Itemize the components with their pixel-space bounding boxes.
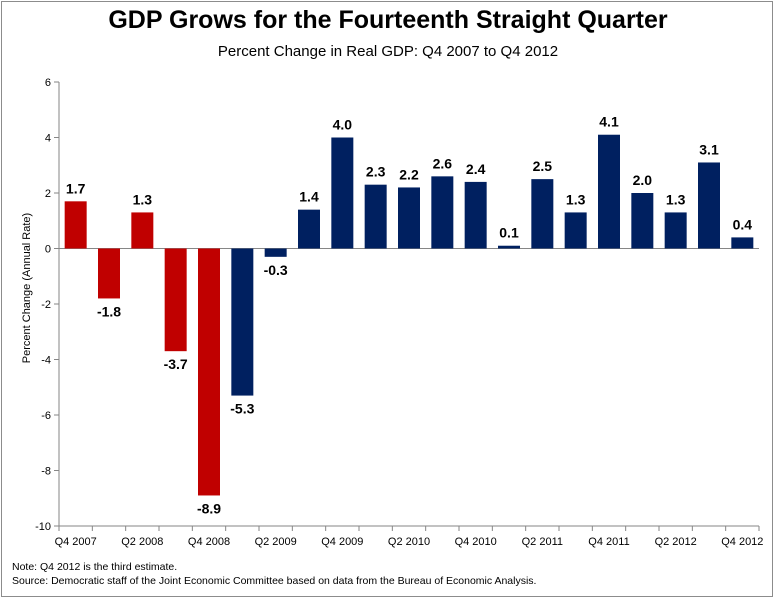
x-ticks: Q4 2007 Q2 2008 Q4 2008 Q2 2009 Q4 2009 Q2 20… bbox=[55, 526, 763, 548]
value-label: 2.0 bbox=[633, 172, 653, 188]
y-tick-label: -8 bbox=[41, 466, 51, 478]
x-tick-label: Q2 2008 bbox=[121, 536, 163, 548]
value-label: 4.1 bbox=[599, 114, 619, 130]
chart-title: GDP Grows for the Fourteenth Straight Qu… bbox=[108, 6, 668, 34]
bar-q4-2012 bbox=[731, 237, 754, 249]
bar-q2-2012 bbox=[664, 212, 687, 249]
value-label: 3.1 bbox=[699, 141, 719, 157]
bar-q1-2010 bbox=[364, 184, 387, 249]
x-tick-label: Q4 2008 bbox=[188, 536, 230, 548]
bar-q1-2009 bbox=[231, 248, 254, 396]
y-ticks: -10 -8 -6 -4 -2 0 2 4 6 bbox=[35, 77, 59, 533]
value-label: 4.0 bbox=[333, 117, 353, 133]
y-tick-label: -2 bbox=[41, 299, 51, 311]
value-labels: 1.7 -1.8 1.3 -3.7 -8.9 -5.3 -0.3 1.4 4.0 2.3 2.2 2.… bbox=[66, 114, 752, 517]
value-label: 2.5 bbox=[533, 158, 553, 174]
value-label: 1.3 bbox=[566, 191, 586, 207]
x-tick-label: Q4 2007 bbox=[55, 536, 97, 548]
value-label: 1.3 bbox=[666, 191, 686, 207]
value-label: 2.6 bbox=[433, 155, 453, 171]
axes bbox=[58, 82, 759, 527]
value-label: -3.7 bbox=[164, 356, 188, 372]
bar-q4-2009 bbox=[331, 137, 354, 249]
y-tick-label: -4 bbox=[41, 355, 51, 367]
bar-q2-2011 bbox=[531, 179, 554, 249]
value-label: 0.1 bbox=[499, 225, 519, 241]
bar-q3-2010 bbox=[431, 176, 454, 249]
bar-q1-2011 bbox=[498, 245, 520, 249]
bar-q1-2008 bbox=[98, 248, 120, 299]
value-label: 2.4 bbox=[466, 161, 486, 177]
value-label: -1.8 bbox=[97, 303, 121, 319]
x-tick-label: Q2 2009 bbox=[255, 536, 297, 548]
footnote: Note: Q4 2012 is the third estimate. bbox=[12, 561, 178, 573]
value-label: 2.3 bbox=[366, 164, 386, 180]
value-label: -0.3 bbox=[264, 262, 288, 278]
y-tick-label: 2 bbox=[45, 188, 51, 200]
y-tick-label: 0 bbox=[45, 244, 51, 256]
x-tick-label: Q4 2010 bbox=[455, 536, 497, 548]
bar-q3-2012 bbox=[698, 162, 720, 249]
bar-q4-2010 bbox=[464, 181, 487, 249]
x-tick-label: Q4 2011 bbox=[588, 536, 629, 548]
bar-q3-2011 bbox=[564, 212, 587, 249]
bar-q3-2009 bbox=[298, 209, 320, 249]
y-axis-label: Percent Change (Annual Rate) bbox=[21, 213, 33, 363]
value-label: 1.3 bbox=[133, 191, 153, 207]
value-label: 1.7 bbox=[66, 180, 86, 196]
value-label: 0.4 bbox=[733, 216, 753, 232]
bar-q4-2011 bbox=[598, 134, 620, 249]
y-tick-label: 4 bbox=[45, 133, 51, 145]
value-label: -8.9 bbox=[197, 500, 221, 516]
bar-q2-2008 bbox=[131, 212, 154, 249]
bar-q2-2010 bbox=[398, 187, 420, 249]
x-tick-label: Q4 2009 bbox=[321, 536, 363, 548]
y-tick-label: -10 bbox=[35, 521, 51, 533]
bars bbox=[64, 134, 754, 496]
value-label: 2.2 bbox=[399, 166, 419, 182]
chart-subtitle: Percent Change in Real GDP: Q4 2007 to Q… bbox=[217, 43, 559, 60]
bar-q1-2012 bbox=[631, 193, 654, 249]
y-tick-label: -6 bbox=[41, 410, 51, 422]
x-tick-label: Q4 2012 bbox=[721, 536, 763, 548]
bar-q4-2007 bbox=[64, 201, 87, 249]
bar-q3-2008 bbox=[164, 248, 187, 352]
x-tick-label: Q2 2010 bbox=[388, 536, 430, 548]
value-label: 1.4 bbox=[299, 189, 319, 205]
source-note: Source: Democratic staff of the Joint Ec… bbox=[12, 575, 537, 587]
x-tick-label: Q2 2011 bbox=[522, 536, 563, 548]
y-tick-label: 6 bbox=[45, 77, 51, 89]
bar-q2-2009 bbox=[264, 248, 287, 257]
x-tick-label: Q2 2012 bbox=[655, 536, 697, 548]
bar-q4-2008 bbox=[198, 248, 220, 496]
value-label: -5.3 bbox=[230, 401, 254, 417]
